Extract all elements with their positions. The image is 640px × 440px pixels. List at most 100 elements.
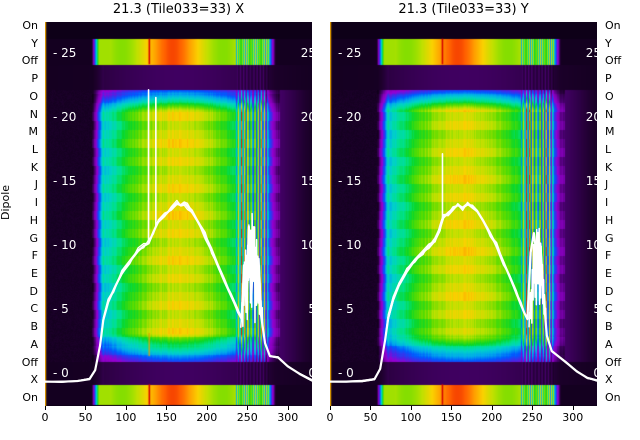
y-tick-label-x-right-10: 10 <box>300 238 316 252</box>
category-label-left-7: L <box>31 143 38 156</box>
category-label-right-5: N <box>605 107 614 121</box>
y-tick-label-y-right-25: 25 <box>585 46 601 60</box>
category-label-left-18: A <box>30 337 38 351</box>
category-label-right-3: P <box>605 72 612 86</box>
category-label-left-20: X <box>30 373 38 387</box>
x-tick-label-x-0: 0 <box>41 411 49 424</box>
y-tick-label-y-left-0: - 0 <box>338 366 354 380</box>
x-tick-label-y-50: 50 <box>363 411 378 424</box>
category-label-right-20: X <box>605 373 613 387</box>
x-tick-mark-y-3 <box>451 406 453 410</box>
y-tick-label-y-left-5: - 5 <box>338 302 354 316</box>
category-label-left-16: C <box>30 302 38 316</box>
x-tick-label-x-250: 250 <box>236 411 258 424</box>
category-label-right-10: I <box>605 196 609 210</box>
x-tick-mark-x-5 <box>247 406 249 410</box>
category-label-right-4: O <box>605 89 614 103</box>
x-tick-label-x-50: 50 <box>78 411 93 424</box>
category-label-right-17: B <box>605 320 613 334</box>
category-label-left-19: Off <box>21 355 38 369</box>
panel-x: 21.3 (Tile033=33) X - 25 - 20 - 15 - 10 - 5 -… <box>45 2 316 406</box>
category-label-left-12: G <box>29 231 38 245</box>
y-tick-label-x-right-0: 0 <box>308 366 316 380</box>
category-label-right-9: J <box>605 178 609 192</box>
category-label-right-19: Off <box>605 355 622 369</box>
x-tick-mark-y-1 <box>370 406 372 410</box>
profile-curve-x <box>45 22 312 406</box>
category-label-right-12: G <box>605 231 614 245</box>
x-tick-mark-x-2 <box>125 406 127 410</box>
x-tick-label-x-100: 100 <box>115 411 137 424</box>
category-label-left-4: O <box>29 89 38 103</box>
y-tick-label-y-right-10: 10 <box>585 238 601 252</box>
x-tick-label-y-0: 0 <box>326 411 334 424</box>
category-label-right-13: F <box>605 249 612 263</box>
y-tick-label-x-right-20: 20 <box>300 110 316 124</box>
category-label-left-14: E <box>31 267 38 280</box>
x-tick-mark-y-4 <box>491 406 493 410</box>
y-tick-label-y-left-15: - 15 <box>338 174 362 188</box>
x-tick-label-y-250: 250 <box>521 411 543 424</box>
category-label-right-7: L <box>605 143 612 156</box>
category-label-right-11: H <box>605 213 614 227</box>
category-label-left-21: On <box>22 391 38 404</box>
x-tick-label-x-200: 200 <box>196 411 218 424</box>
y-tick-label-y-right-15: 15 <box>585 174 601 188</box>
y-tick-label-y-left-25: - 25 <box>338 46 362 60</box>
category-label-left-0: On <box>22 19 38 32</box>
panel-y-title: 21.3 (Tile033=33) Y <box>398 2 529 17</box>
y-tick-label-x-right-5: 5 <box>308 302 316 316</box>
x-tick-mark-x-4 <box>206 406 208 410</box>
x-tick-label-x-300: 300 <box>277 411 299 424</box>
category-label-right-0: On <box>605 19 621 32</box>
x-tick-mark-y-0 <box>330 406 331 410</box>
panel-x-title: 21.3 (Tile033=33) X <box>112 2 245 17</box>
x-tick-label-y-100: 100 <box>400 411 422 424</box>
category-label-right-14: E <box>605 267 612 280</box>
profile-curve-y <box>330 22 597 406</box>
y-tick-label-x-left-5: - 5 <box>53 302 69 316</box>
x-tick-mark-x-0 <box>45 406 46 410</box>
category-label-left-17: B <box>30 320 38 334</box>
y-tick-label-x-left-25: - 25 <box>53 46 77 60</box>
category-label-right-18: A <box>605 337 613 351</box>
category-label-right-16: C <box>605 302 613 316</box>
category-label-right-6: M <box>605 125 615 139</box>
category-label-left-15: D <box>29 284 38 298</box>
y-tick-label-x-left-10: - 10 <box>53 238 77 252</box>
x-tick-label-x-150: 150 <box>155 411 177 424</box>
category-label-left-8: K <box>30 160 38 174</box>
y-tick-label-y-right-0: 0 <box>593 366 601 380</box>
x-axis-panel-y: 0 50 100 150 200 250 300 <box>326 406 597 436</box>
y-tick-label-x-left-20: - 20 <box>53 110 77 124</box>
category-label-left-10: I <box>34 196 38 210</box>
category-label-left-3: P <box>31 72 38 86</box>
y-tick-label-x-left-15: - 15 <box>53 174 77 188</box>
category-labels-left: On Y Off P O N M L K J I H G F E D C B A Off X On <box>0 19 41 406</box>
category-label-right-1: Y <box>605 36 612 50</box>
category-label-left-9: J <box>34 178 38 192</box>
panel-y: 21.3 (Tile033=33) Y - 25 - 20 - 15 - 10 - 5 -… <box>330 2 601 406</box>
category-label-right-8: K <box>605 160 613 174</box>
x-tick-mark-y-5 <box>532 406 534 410</box>
category-label-left-2: Off <box>21 54 38 68</box>
y-tick-label-y-left-20: - 20 <box>338 110 362 124</box>
x-tick-mark-y-6 <box>572 406 574 410</box>
x-tick-mark-x-6 <box>287 406 289 410</box>
y-tick-label-y-right-5: 5 <box>593 302 601 316</box>
category-label-left-11: H <box>29 213 38 227</box>
category-label-right-2: Off <box>605 54 622 68</box>
category-label-left-13: F <box>31 249 38 263</box>
category-label-left-6: M <box>28 125 39 139</box>
x-tick-mark-x-1 <box>85 406 87 410</box>
x-tick-label-y-200: 200 <box>481 411 503 424</box>
x-tick-mark-x-3 <box>166 406 168 410</box>
y-tick-label-y-right-20: 20 <box>585 110 601 124</box>
x-axis-panel-x: 0 50 100 150 200 250 300 <box>41 406 312 436</box>
y-tick-label-x-right-25: 25 <box>300 46 316 60</box>
y-tick-label-x-left-0: - 0 <box>53 366 69 380</box>
y-tick-label-y-left-10: - 10 <box>338 238 362 252</box>
x-tick-label-y-150: 150 <box>440 411 462 424</box>
category-label-right-21: On <box>605 391 621 404</box>
